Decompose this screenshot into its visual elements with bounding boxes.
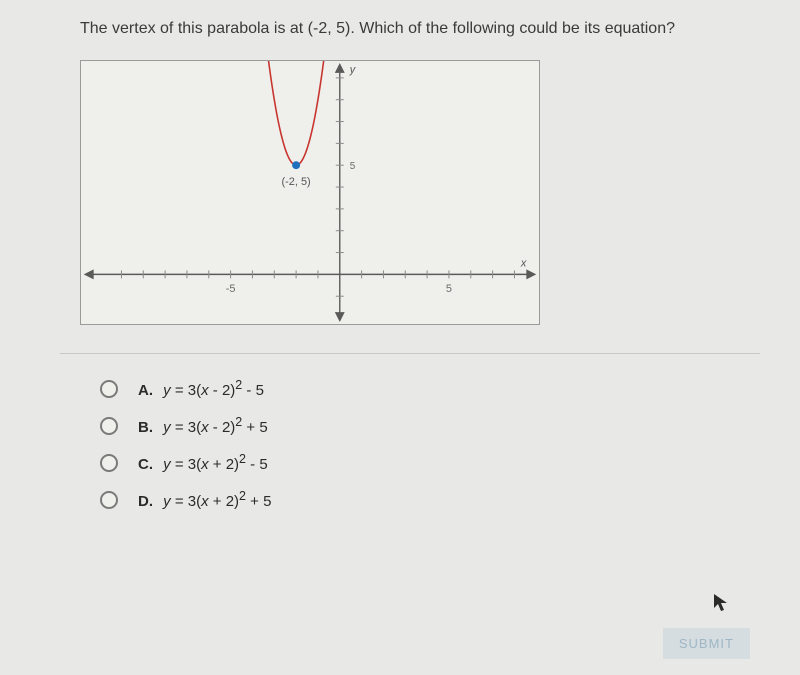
- option-a[interactable]: A. y = 3(x - 2)2 - 5: [100, 378, 800, 399]
- option-c-eq: y = 3(x + 2)2 - 5: [163, 456, 268, 473]
- option-b[interactable]: B. y = 3(x - 2)2 + 5: [100, 415, 800, 436]
- radio-d[interactable]: [100, 491, 118, 509]
- question-text: The vertex of this parabola is at (-2, 5…: [0, 0, 800, 50]
- radio-b[interactable]: [100, 417, 118, 435]
- options-group: A. y = 3(x - 2)2 - 5 B. y = 3(x - 2)2 + …: [100, 378, 800, 510]
- option-c-letter: C.: [138, 456, 153, 473]
- submit-button[interactable]: SUBMIT: [663, 628, 750, 659]
- option-d[interactable]: D. y = 3(x + 2)2 + 5: [100, 489, 800, 510]
- option-a-label: A. y = 3(x - 2)2 - 5: [138, 378, 264, 399]
- divider: [60, 353, 760, 354]
- cursor-icon: [712, 592, 730, 620]
- option-a-letter: A.: [138, 382, 153, 399]
- option-c[interactable]: C. y = 3(x + 2)2 - 5: [100, 452, 800, 473]
- option-d-letter: D.: [138, 493, 153, 510]
- graph-panel: -5 5 y x 5 (-2, 5): [80, 60, 540, 325]
- radio-c[interactable]: [100, 454, 118, 472]
- svg-text:5: 5: [446, 284, 452, 296]
- graph-svg: -5 5 y x 5 (-2, 5): [81, 61, 539, 324]
- option-c-label: C. y = 3(x + 2)2 - 5: [138, 452, 268, 473]
- option-d-label: D. y = 3(x + 2)2 + 5: [138, 489, 271, 510]
- option-b-letter: B.: [138, 419, 153, 436]
- option-b-eq: y = 3(x - 2)2 + 5: [163, 419, 268, 436]
- option-a-eq: y = 3(x - 2)2 - 5: [163, 382, 264, 399]
- radio-a[interactable]: [100, 380, 118, 398]
- svg-text:-5: -5: [226, 284, 236, 296]
- submit-area: SUBMIT: [663, 628, 750, 659]
- svg-text:y: y: [349, 64, 356, 76]
- option-b-label: B. y = 3(x - 2)2 + 5: [138, 415, 268, 436]
- option-d-eq: y = 3(x + 2)2 + 5: [163, 493, 271, 510]
- svg-text:5: 5: [350, 162, 356, 173]
- svg-text:x: x: [520, 258, 527, 270]
- svg-text:(-2, 5): (-2, 5): [282, 176, 311, 188]
